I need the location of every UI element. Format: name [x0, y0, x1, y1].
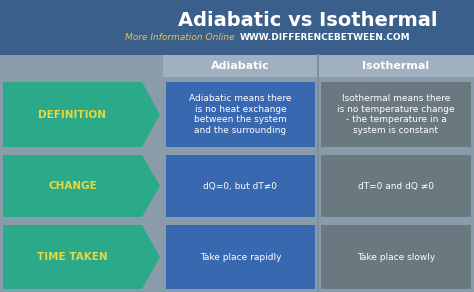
Polygon shape — [3, 82, 160, 147]
FancyBboxPatch shape — [163, 55, 474, 77]
Text: CHANGE: CHANGE — [48, 181, 97, 191]
Text: Adiabatic: Adiabatic — [211, 61, 270, 71]
Text: Adiabatic means there
is no heat exchange
between the system
and the surrounding: Adiabatic means there is no heat exchang… — [189, 94, 292, 135]
Text: Take place slowly: Take place slowly — [357, 253, 435, 262]
Text: Isothermal: Isothermal — [363, 61, 429, 71]
FancyBboxPatch shape — [321, 155, 471, 217]
Polygon shape — [3, 155, 160, 217]
Polygon shape — [3, 225, 160, 289]
Text: Isothermal means there
is no temperature change
- the temperature in a
system is: Isothermal means there is no temperature… — [337, 94, 455, 135]
Text: dT=0 and dQ ≠0: dT=0 and dQ ≠0 — [358, 182, 434, 190]
FancyBboxPatch shape — [166, 82, 315, 147]
Text: dQ=0, but dT≠0: dQ=0, but dT≠0 — [203, 182, 277, 190]
Text: Adiabatic vs Isothermal: Adiabatic vs Isothermal — [178, 11, 438, 29]
FancyBboxPatch shape — [166, 225, 315, 289]
FancyBboxPatch shape — [0, 0, 474, 55]
Text: TIME TAKEN: TIME TAKEN — [37, 252, 108, 262]
FancyBboxPatch shape — [321, 225, 471, 289]
Text: WWW.DIFFERENCEBETWEEN.COM: WWW.DIFFERENCEBETWEEN.COM — [239, 34, 410, 43]
FancyBboxPatch shape — [321, 82, 471, 147]
FancyBboxPatch shape — [166, 155, 315, 217]
Text: More Information Online: More Information Online — [125, 34, 235, 43]
Text: Take place rapidly: Take place rapidly — [200, 253, 281, 262]
Text: DEFINITION: DEFINITION — [38, 110, 107, 119]
